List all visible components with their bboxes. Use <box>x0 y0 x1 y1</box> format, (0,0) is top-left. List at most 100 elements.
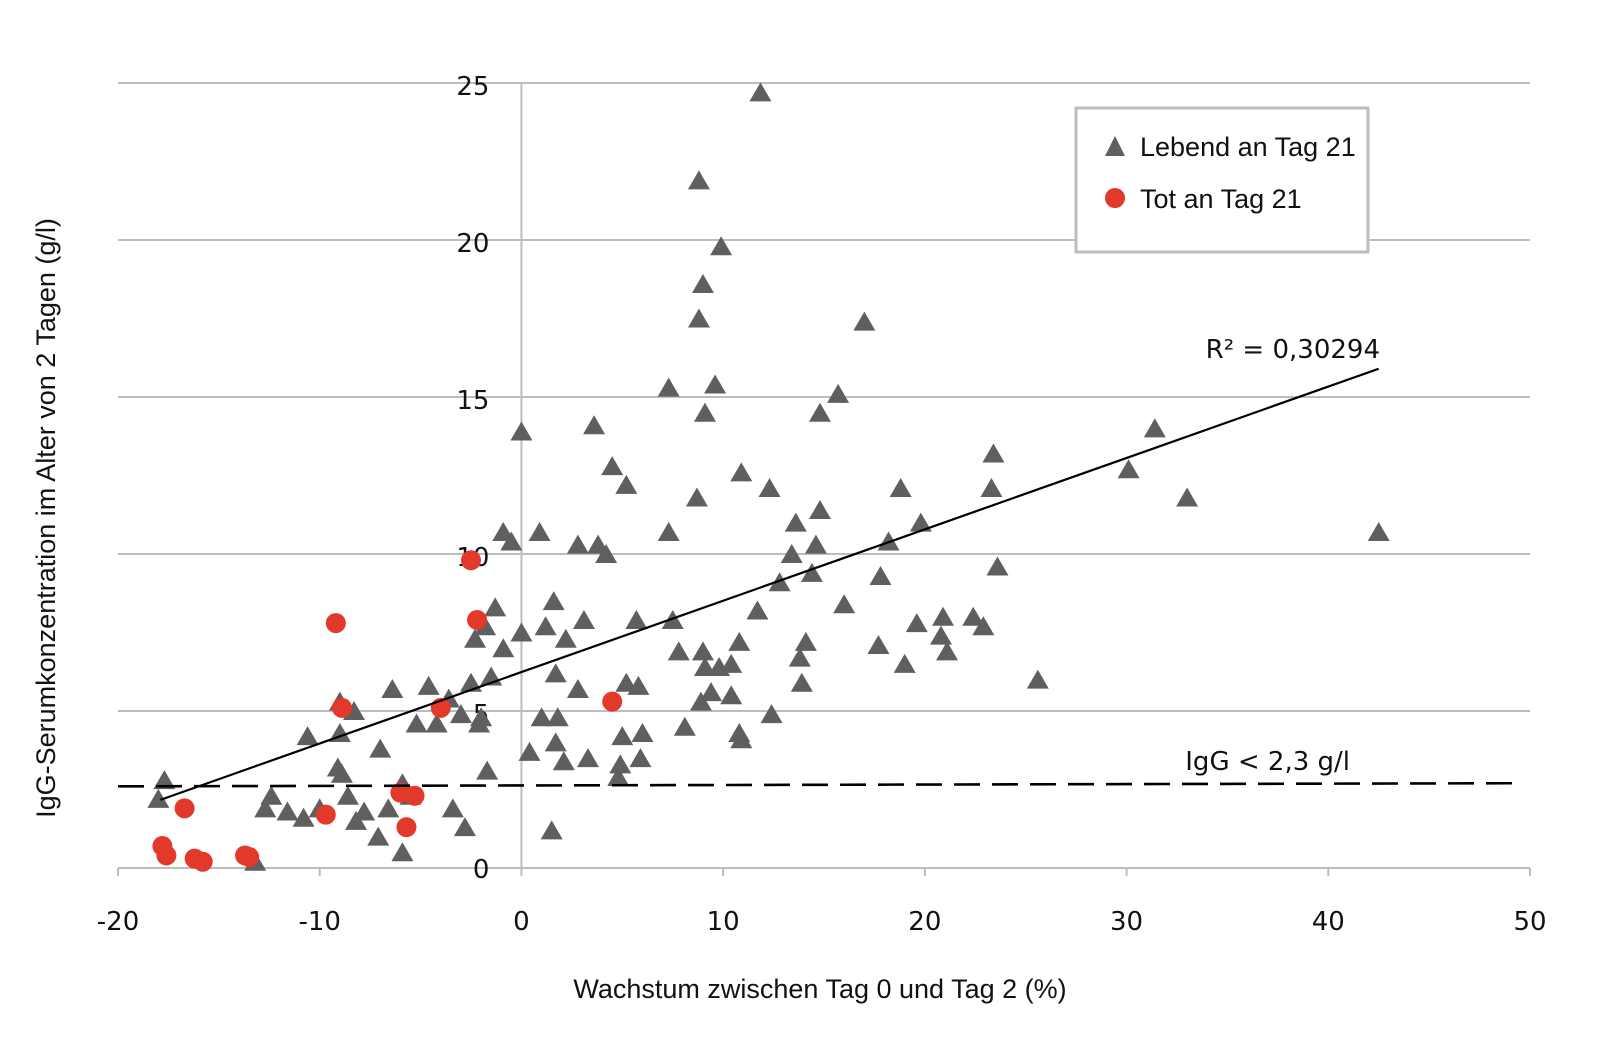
triangle-point-alive <box>492 638 515 658</box>
triangle-point-alive <box>760 704 783 724</box>
x-tick-label: 0 <box>513 907 530 937</box>
triangle-point-alive <box>542 591 565 611</box>
triangle-point-alive <box>528 522 551 542</box>
triangle-point-alive <box>296 726 319 746</box>
triangle-point-alive <box>449 704 472 724</box>
triangle-point-alive <box>609 754 632 774</box>
triangle-point-alive <box>607 766 630 786</box>
triangle-point-alive <box>808 402 831 422</box>
triangle-point-alive <box>720 653 743 673</box>
triangle-point-alive <box>336 785 359 805</box>
triangle-point-alive <box>153 770 176 790</box>
triangle-point-alive <box>500 531 523 551</box>
triangle-point-alive <box>800 562 823 582</box>
circle-point-dead <box>331 697 352 718</box>
triangle-point-alive <box>345 810 368 830</box>
triangle-point-alive <box>1143 418 1166 438</box>
x-tick-label: -10 <box>298 907 340 937</box>
triangle-point-alive <box>932 606 955 626</box>
circle-point-dead <box>404 785 425 806</box>
triangle-point-alive <box>929 625 952 645</box>
triangle-point-alive <box>276 801 299 821</box>
triangle-point-alive <box>708 657 731 677</box>
triangle-point-alive <box>827 383 850 403</box>
triangle-point-alive <box>530 707 553 727</box>
circle-point-dead <box>156 845 177 866</box>
triangle-point-alive <box>611 726 634 746</box>
triangle-point-alive <box>552 751 575 771</box>
triangle-point-alive <box>689 691 712 711</box>
x-axis-label: Wachstum zwischen Tag 0 und Tag 2 (%) <box>573 974 1066 1004</box>
threshold-line <box>117 781 1520 788</box>
triangle-point-alive <box>889 478 912 498</box>
circle-point-dead <box>467 609 488 630</box>
circle-point-dead <box>239 847 260 868</box>
triangle-point-alive <box>476 760 499 780</box>
triangle-point-alive <box>936 641 959 661</box>
triangle-point-alive <box>780 544 803 563</box>
triangle-point-alive <box>518 741 541 761</box>
triangle-point-alive <box>980 478 1003 498</box>
circle-point-dead <box>315 804 336 825</box>
triangle-point-alive <box>381 679 404 699</box>
triangle-point-alive <box>784 512 807 532</box>
y-tick-label: 0 <box>473 855 490 885</box>
triangle-point-alive <box>510 622 533 642</box>
y-tick-labels: 0510152025 <box>456 72 489 885</box>
x-tick-labels: -20 -10 0 10 20 30 40 50 <box>97 907 1547 937</box>
triangle-point-alive <box>853 311 876 331</box>
triangle-point-alive <box>808 500 831 520</box>
triangle-point-alive <box>869 565 892 585</box>
data-points <box>147 82 1390 872</box>
triangle-point-alive <box>572 609 595 629</box>
triangle-point-alive <box>546 707 569 727</box>
triangle-point-alive <box>804 534 827 554</box>
triangle-point-alive <box>691 641 714 661</box>
triangle-point-alive <box>583 415 606 435</box>
triangle-point-alive <box>631 722 654 742</box>
triangle-point-alive <box>867 635 890 655</box>
triangle-point-alive <box>615 672 638 692</box>
triangle-point-alive <box>576 748 599 768</box>
triangle-point-alive <box>728 631 751 651</box>
triangle-point-alive <box>693 657 716 677</box>
triangle-point-alive <box>893 653 916 673</box>
triangle-point-alive <box>595 544 618 563</box>
triangle-point-alive <box>417 675 440 695</box>
triangle-point-alive <box>982 443 1005 463</box>
triangle-point-alive <box>1117 459 1140 479</box>
triangle-point-alive <box>794 631 817 651</box>
triangle-point-alive <box>425 713 448 733</box>
triangle-point-alive <box>292 807 315 827</box>
legend-circle-icon <box>1105 188 1125 208</box>
trendline-label: R² = 0,30294 <box>1206 335 1380 365</box>
triangle-point-alive <box>972 616 995 636</box>
triangle-point-alive <box>627 675 650 695</box>
triangle-point-alive <box>730 462 753 482</box>
circle-point-dead <box>396 817 417 838</box>
x-tick-label: 10 <box>707 907 740 937</box>
x-tick-label: 20 <box>908 907 941 937</box>
y-tick-label: 20 <box>456 229 489 259</box>
triangle-point-alive <box>254 798 277 818</box>
triangle-point-alive <box>673 716 696 736</box>
triangle-point-alive <box>704 374 727 394</box>
triangle-point-alive <box>484 597 507 617</box>
triangle-point-alive <box>377 798 400 818</box>
x-tick-label: -20 <box>97 907 139 937</box>
triangle-point-alive <box>691 273 714 293</box>
legend-box <box>1074 106 1370 254</box>
triangle-point-alive <box>601 456 624 476</box>
triangle-point-alive <box>544 732 567 752</box>
triangle-point-alive <box>554 628 577 648</box>
triangle-point-alive <box>468 713 491 733</box>
triangle-point-alive <box>986 556 1009 576</box>
triangle-point-alive <box>687 308 710 328</box>
y-tick-label: 25 <box>456 72 489 102</box>
triangle-point-alive <box>758 478 781 498</box>
x-tick-label: 40 <box>1312 907 1345 937</box>
triangle-point-alive <box>788 647 811 667</box>
circle-point-dead <box>602 691 623 712</box>
triangle-point-alive <box>962 606 985 626</box>
triangle-point-alive <box>629 748 652 768</box>
